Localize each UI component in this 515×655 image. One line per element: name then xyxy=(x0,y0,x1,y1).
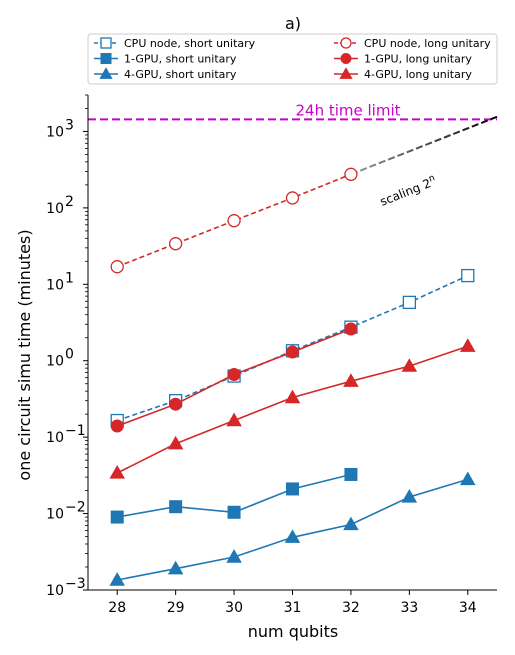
y-tick-label: 10 xyxy=(46,430,64,446)
legend-label: CPU node, short unitary xyxy=(124,37,256,50)
data-point-square xyxy=(100,37,112,49)
y-tick-exponent: 3 xyxy=(65,117,74,133)
legend: CPU node, short unitary 1-GPU, short unit… xyxy=(87,33,498,85)
data-point-triangle xyxy=(460,338,476,352)
data-point-square xyxy=(286,482,299,496)
legend-label: 4-GPU, long unitary xyxy=(364,68,472,81)
x-tick-label: 33 xyxy=(400,600,418,616)
data-point-circle xyxy=(110,419,124,433)
data-point-circle xyxy=(227,368,241,382)
x-tick-label: 30 xyxy=(225,600,243,616)
chart-title: a) xyxy=(285,14,301,33)
series-5 xyxy=(109,338,476,479)
y-tick-label: 10 xyxy=(46,507,64,523)
series-line xyxy=(116,173,352,268)
y-axis-label: one circuit simu time (minutes) xyxy=(15,229,34,480)
data-point-circle xyxy=(168,237,183,251)
y-tick-label: 10 xyxy=(46,201,64,217)
y-tick-exponent: −3 xyxy=(65,576,86,592)
data-point-triangle xyxy=(167,560,184,575)
data-point-square xyxy=(402,295,417,310)
data-point-triangle xyxy=(401,489,418,503)
legend-item: 1-GPU, long unitary xyxy=(334,53,472,66)
x-tick-label: 34 xyxy=(459,600,477,616)
y-tick-label: 10 xyxy=(46,583,64,599)
legend-label: 4-GPU, short unitary xyxy=(124,68,237,81)
data-point-triangle xyxy=(99,67,113,79)
legend-label: CPU node, long unitary xyxy=(364,37,491,50)
data-point-square xyxy=(100,53,112,64)
scaling-label: scaling 2n xyxy=(378,173,439,209)
data-point-square xyxy=(169,500,183,514)
data-point-square xyxy=(461,268,475,283)
data-point-circle xyxy=(340,53,352,64)
time-limit-label: 24h time limit xyxy=(295,101,400,119)
x-axis-label: num qubits xyxy=(248,622,338,641)
y-tick-label: 10 xyxy=(46,124,64,140)
data-point-circle xyxy=(285,191,300,205)
data-point-triangle xyxy=(109,572,125,586)
data-series xyxy=(109,167,476,586)
legend-label: 1-GPU, short unitary xyxy=(124,53,237,66)
data-point-triangle xyxy=(343,373,359,387)
series-4 xyxy=(110,322,358,433)
legend-item: CPU node, short unitary xyxy=(94,37,256,50)
x-tick-label: 29 xyxy=(167,600,185,616)
y-tick-label: 10 xyxy=(46,277,64,293)
legend-label: 1-GPU, long unitary xyxy=(364,53,472,66)
y-tick-exponent: 1 xyxy=(65,270,74,286)
y-tick-exponent: 2 xyxy=(65,194,74,210)
legend-box xyxy=(87,33,498,85)
series-2 xyxy=(109,471,476,586)
legend-item: 4-GPU, long unitary xyxy=(334,67,472,81)
data-point-circle xyxy=(286,345,299,359)
data-point-circle xyxy=(227,214,241,228)
data-point-triangle xyxy=(401,358,418,372)
x-tick-label: 31 xyxy=(284,600,302,616)
legend-item: 1-GPU, short unitary xyxy=(94,53,237,66)
data-point-triangle xyxy=(109,465,125,479)
legend-item: CPU node, long unitary xyxy=(334,37,491,50)
data-point-triangle xyxy=(226,549,242,563)
y-tick-label: 10 xyxy=(46,354,64,370)
series-1 xyxy=(110,467,358,524)
data-point-triangle xyxy=(167,435,184,450)
y-tick-exponent: −1 xyxy=(65,423,86,439)
data-point-square xyxy=(227,505,241,519)
x-tick-label: 32 xyxy=(342,600,360,616)
series-line xyxy=(116,345,469,474)
data-point-triangle xyxy=(343,516,359,531)
data-point-triangle xyxy=(339,67,353,79)
series-3 xyxy=(110,167,358,274)
data-point-circle xyxy=(110,260,124,274)
scaling-extrapolation-line xyxy=(350,115,498,176)
data-point-circle xyxy=(340,37,352,49)
data-point-triangle xyxy=(226,412,242,427)
data-point-triangle xyxy=(284,529,301,543)
data-point-circle xyxy=(344,167,358,181)
data-point-circle xyxy=(169,397,183,411)
y-tick-exponent: −2 xyxy=(65,500,86,516)
data-point-square xyxy=(344,467,358,481)
x-tick-label: 28 xyxy=(108,600,126,616)
data-point-triangle xyxy=(284,389,301,404)
legend-item: 4-GPU, short unitary xyxy=(94,67,237,81)
data-point-square xyxy=(110,510,124,524)
data-point-triangle xyxy=(460,471,476,486)
y-tick-exponent: 0 xyxy=(65,347,74,363)
data-point-circle xyxy=(344,322,358,336)
